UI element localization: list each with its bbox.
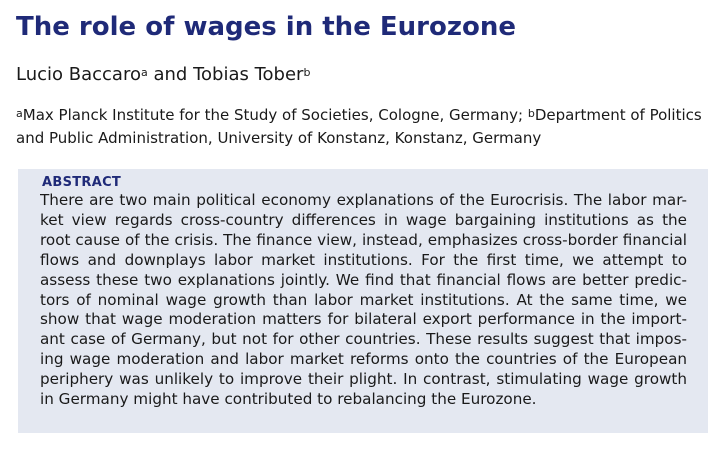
abstract-line: assess these two explanations jointly. W… <box>40 270 687 289</box>
author-name: Tobias Tober <box>193 64 304 85</box>
author-connector: and <box>153 64 188 85</box>
affiliation-line: aMax Planck Institute for the Study of S… <box>16 104 706 127</box>
abstract-line: periphery was unlikely to improve their … <box>40 370 687 389</box>
abstract-line: in Germany might have contributed to reb… <box>40 390 537 409</box>
affiliation-marker: b <box>303 66 311 79</box>
affiliation-marker: a <box>140 66 148 79</box>
abstract-heading: ABSTRACT <box>42 175 122 190</box>
abstract-line: ket view regards cross-country differenc… <box>40 210 687 229</box>
abstract-line: flows and downplays labor market institu… <box>40 250 687 269</box>
abstract-line: ing wage moderation and labor market ref… <box>40 350 687 369</box>
abstract-line: ant case of Germany, but not for other c… <box>40 330 687 349</box>
affiliations: aMax Planck Institute for the Study of S… <box>16 104 706 150</box>
abstract-line: show that wage moderation matters for bi… <box>40 310 687 329</box>
abstract-line: There are two main political economy exp… <box>40 191 687 209</box>
abstract-box: ABSTRACT There are two main political ec… <box>18 169 708 433</box>
author-line: Lucio Baccaroa and Tobias Toberb <box>16 62 310 88</box>
abstract-body: There are two main political economy exp… <box>40 191 687 410</box>
abstract-line: root cause of the crisis. The finance vi… <box>40 230 687 249</box>
affiliation-marker: b <box>527 107 535 120</box>
author-name: Lucio Baccaro <box>16 64 141 85</box>
abstract-line: tors of nominal wage growth than labor m… <box>40 290 687 309</box>
affiliation-line: and Public Administration, University of… <box>16 129 542 147</box>
affiliation-marker: a <box>16 107 23 120</box>
paper-title: The role of wages in the Eurozone <box>16 12 516 42</box>
affiliation-text: Department of Politics <box>534 106 702 124</box>
affiliation-text: Max Planck Institute for the Study of So… <box>22 106 524 124</box>
